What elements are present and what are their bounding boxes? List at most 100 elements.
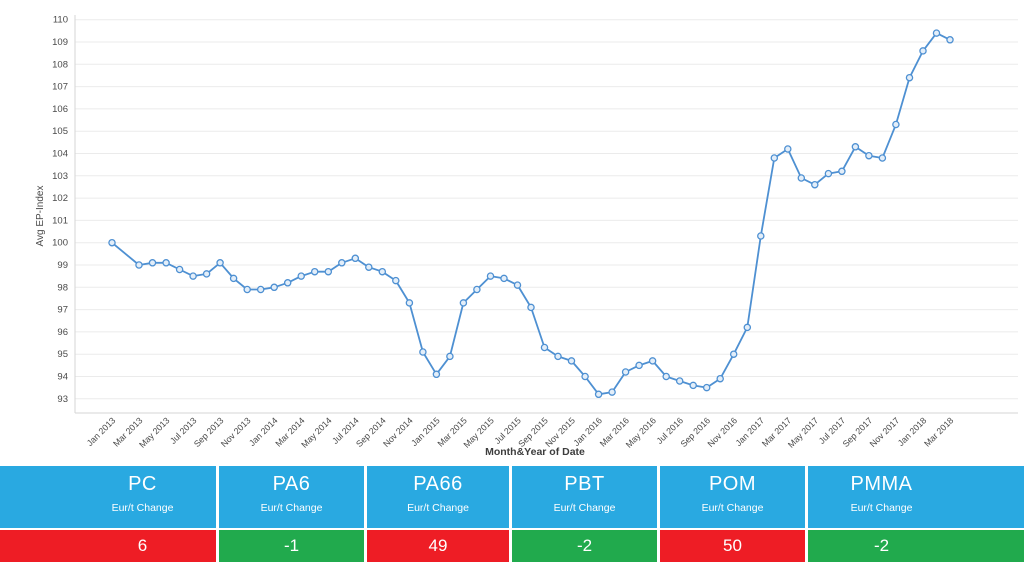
data-point[interactable] [202,270,211,278]
pmma-header-cell[interactable]: PMMA Eur/t Change [808,466,1024,528]
pbt-change-cell[interactable]: -2 [512,530,657,562]
data-point[interactable] [932,29,941,37]
data-point[interactable] [770,154,779,162]
data-point[interactable] [784,145,792,153]
material-sub-label: Eur/t Change [407,502,469,514]
pa6-header-cell[interactable]: PA6 Eur/t Change [219,466,364,528]
data-point[interactable] [865,151,873,160]
data-point[interactable] [243,285,251,294]
y-tick-label: 97 [57,305,68,316]
data-point[interactable] [946,36,954,44]
data-point[interactable] [797,174,806,182]
data-point[interactable] [729,350,738,358]
data-point[interactable] [378,267,387,276]
data-point[interactable] [189,272,197,280]
change-value: 6 [137,536,148,555]
column-pom: POM Eur/t Change 50 [660,466,805,562]
pmma-change-cell[interactable]: -2 [808,530,1024,562]
data-point[interactable] [459,299,468,307]
material-sub-label: Eur/t Change [553,502,616,514]
data-point[interactable] [716,374,724,383]
data-point[interactable] [392,276,400,285]
material-name: PMMA [850,473,913,495]
data-point[interactable] [283,279,292,287]
pc-change-cell[interactable]: 6 [0,530,216,562]
data-point[interactable] [297,272,305,280]
data-point[interactable] [581,372,589,381]
data-point[interactable] [135,261,143,269]
ep-index-series-line [111,32,951,396]
y-tick-label: 101 [52,215,68,226]
data-point[interactable] [162,259,170,267]
pc-header-cell[interactable]: PC Eur/t Change [0,466,216,528]
material-name: PA6 [272,473,311,495]
data-point[interactable] [905,73,914,82]
data-point[interactable] [175,265,184,274]
y-tick-label: 93 [57,394,68,405]
pa66-header-cell[interactable]: PA66 Eur/t Change [367,466,509,528]
data-point[interactable] [648,357,657,365]
data-point[interactable] [621,368,630,376]
data-point[interactable] [419,348,427,356]
data-point[interactable] [527,303,535,312]
y-tick-label: 96 [57,327,68,338]
data-point[interactable] [594,390,603,399]
data-point[interactable] [500,274,508,283]
data-point[interactable] [324,267,333,276]
y-axis-title: Avg EP-Index [35,186,46,247]
data-point[interactable] [540,343,549,352]
y-tick-label: 105 [52,126,68,137]
pbt-header-cell[interactable]: PBT Eur/t Change [512,466,657,528]
data-point[interactable] [878,154,887,162]
data-point[interactable] [662,372,670,381]
data-point[interactable] [919,47,927,55]
data-point[interactable] [486,272,495,280]
y-tick-label: 104 [52,149,68,160]
y-tick-label: 94 [57,372,68,383]
y-tick-label: 102 [52,193,68,204]
change-value: 50 [723,536,742,555]
data-point[interactable] [365,263,373,271]
data-point[interactable] [675,377,684,385]
data-point[interactable] [216,259,224,267]
data-point[interactable] [635,361,643,370]
data-point[interactable] [851,143,860,151]
data-point[interactable] [757,232,765,240]
data-point[interactable] [432,370,441,379]
data-point[interactable] [338,259,346,267]
x-tick-label: Mar 2018 [922,415,955,448]
pa66-change-cell[interactable]: 49 [367,530,509,562]
pom-header-cell[interactable]: POM Eur/t Change [660,466,805,528]
data-point[interactable] [473,285,481,294]
y-tick-label: 100 [52,238,68,249]
y-tick-label: 103 [52,171,68,182]
data-point[interactable] [256,285,265,294]
materials-change-table: PC Eur/t Change 6 PA6 Eur/t Change -1 [0,466,1024,562]
data-point[interactable] [608,388,616,396]
data-point[interactable] [892,120,900,129]
data-point[interactable] [838,167,846,176]
data-point[interactable] [824,169,833,178]
pom-change-cell[interactable]: 50 [660,530,805,562]
x-tick-label: Nov 2014 [381,415,415,449]
data-point[interactable] [811,180,819,189]
pa6-change-cell[interactable]: -1 [219,530,364,562]
data-point[interactable] [743,323,752,332]
column-pmma: PMMA Eur/t Change -2 [808,466,1024,562]
data-point[interactable] [310,267,319,276]
data-point[interactable] [351,254,360,263]
data-point[interactable] [567,357,576,365]
data-point[interactable] [229,274,238,283]
data-point[interactable] [446,352,454,361]
data-point[interactable] [702,383,711,392]
data-point[interactable] [108,238,116,247]
ep-index-line-chart: 110 109 108 107 106 105 104 103 102 101 100 99 98 97 9… [35,15,1018,458]
change-value: 49 [428,536,448,555]
data-point[interactable] [405,299,414,307]
data-point[interactable] [689,381,697,390]
data-point[interactable] [270,283,278,292]
data-point[interactable] [554,352,562,361]
data-point[interactable] [148,259,157,267]
data-point[interactable] [513,281,522,289]
